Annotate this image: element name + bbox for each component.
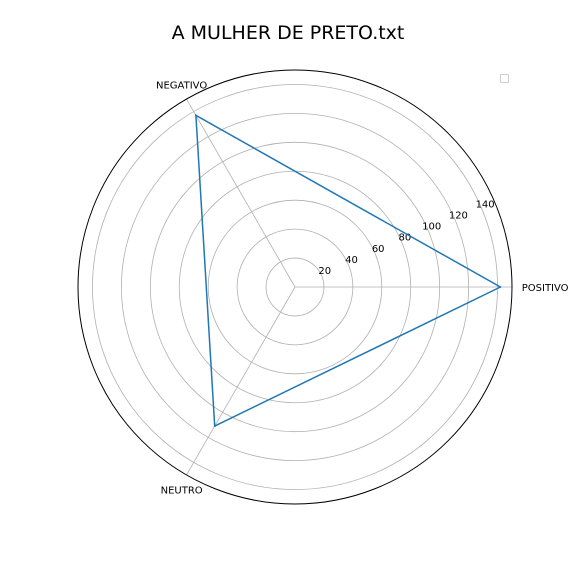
radial-tick-label: 20 <box>318 266 331 277</box>
data-point <box>213 425 216 427</box>
category-label: POSITIVO <box>522 283 569 294</box>
series-line <box>195 114 501 428</box>
angular-gridline <box>186 286 296 476</box>
chart-title: A MULHER DE PRETO.txt <box>171 22 405 44</box>
polar-frame <box>77 69 513 505</box>
radial-tick-label: 100 <box>422 222 441 233</box>
angular-gridline <box>186 98 296 288</box>
category-label: NEGATIVO <box>156 81 207 92</box>
radial-tick-label: 40 <box>345 255 358 266</box>
radial-tick-label: 140 <box>476 199 495 210</box>
radial-tick-label: 60 <box>372 244 385 255</box>
radial-tick-label: 120 <box>449 211 468 222</box>
category-label: NEUTRO <box>161 485 203 496</box>
radial-tick-label: 80 <box>399 233 412 244</box>
empty-legend-box <box>500 74 509 83</box>
data-point <box>499 286 502 288</box>
data-point <box>195 114 197 117</box>
